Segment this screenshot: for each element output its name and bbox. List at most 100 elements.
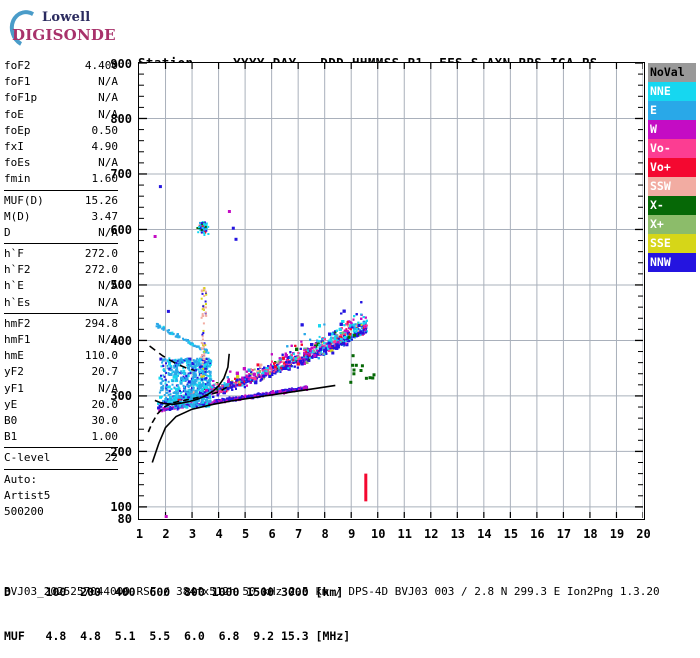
legend-swatch-label: SSW: [650, 179, 671, 193]
legend-swatch-vo-[interactable]: Vo+: [648, 158, 696, 177]
y-tick-label: 300: [80, 390, 132, 402]
legend-swatch-w[interactable]: W: [648, 120, 696, 139]
param-key: foE: [4, 107, 24, 123]
param-key: h`F2: [4, 262, 31, 278]
param-key: fmin: [4, 171, 31, 187]
legend-swatch-sse[interactable]: SSE: [648, 234, 696, 253]
param-key: hmE: [4, 348, 24, 364]
x-tick-label: 10: [363, 528, 393, 540]
legend-swatch-label: E: [650, 103, 657, 117]
param-value: 20.7: [92, 364, 119, 380]
x-tick-label: 5: [231, 528, 261, 540]
axis-ticks-layer: [139, 63, 643, 518]
param-key: foF2: [4, 58, 31, 74]
param-key: B1: [4, 429, 17, 445]
param-key: foF1: [4, 74, 31, 90]
legend-swatch-label: X-: [650, 198, 664, 212]
param-value: 30.0: [92, 413, 119, 429]
x-tick-label: 4: [204, 528, 234, 540]
param-value: 272.0: [85, 262, 118, 278]
param-key: fxI: [4, 139, 24, 155]
param-row: M(D)3.47: [4, 209, 118, 225]
y-tick-label: 600: [80, 224, 132, 236]
y-tick-label: 700: [80, 168, 132, 180]
x-tick-label: 16: [522, 528, 552, 540]
y-tick-label: 400: [80, 335, 132, 347]
legend-swatch-label: X+: [650, 217, 664, 231]
legend-swatch-nnw[interactable]: NNW: [648, 253, 696, 272]
param-key: B0: [4, 413, 17, 429]
param-key: yF1: [4, 381, 24, 397]
legend-swatch-vo-[interactable]: Vo-: [648, 139, 696, 158]
param-row: h`F 272.0: [4, 246, 118, 262]
param-row: hmF2 294.8: [4, 316, 118, 332]
param-value: N/A: [98, 90, 118, 106]
param-row: B1 1.00: [4, 429, 118, 445]
x-tick-label: 9: [337, 528, 367, 540]
x-tick-label: 8: [310, 528, 340, 540]
param-value: 272.0: [85, 246, 118, 262]
red-marker-layer: [165, 474, 366, 518]
legend-swatch-nne[interactable]: NNE: [648, 82, 696, 101]
x-tick-label: 2: [151, 528, 181, 540]
param-key: hmF1: [4, 332, 31, 348]
y-tick-label: 500: [80, 279, 132, 291]
param-key: h`F: [4, 246, 24, 262]
param-value: 15.26: [85, 193, 118, 209]
param-key: h`E: [4, 278, 24, 294]
param-row: yF2 20.7: [4, 364, 118, 380]
y-tick-label: 100: [80, 501, 132, 513]
x-tick-label: 1: [125, 528, 155, 540]
muf-distance-table: D 100 200 400 600 800 1000 1500 3000 [km…: [4, 556, 350, 658]
param-key: yE: [4, 397, 17, 413]
param-value: 1.00: [92, 429, 119, 445]
x-tick-label: 17: [549, 528, 579, 540]
y-tick-label: 200: [80, 446, 132, 458]
param-key: foEs: [4, 155, 31, 171]
logo-digisonde-text: DIGISONDE: [12, 26, 116, 44]
legend-swatch-label: NNW: [650, 255, 671, 269]
ionogram-canvas: [139, 63, 643, 518]
legend-swatch-label: NoVal: [650, 65, 685, 79]
legend-swatch-label: W: [650, 122, 657, 136]
ionogram-plot[interactable]: [138, 62, 645, 520]
x-tick-label: 11: [390, 528, 420, 540]
legend-swatch-label: NNE: [650, 84, 671, 98]
legend-swatch-x-[interactable]: X-: [648, 196, 696, 215]
y-tick-label: 800: [80, 113, 132, 125]
x-tick-label: 13: [443, 528, 473, 540]
legend-swatch-ssw[interactable]: SSW: [648, 177, 696, 196]
muf-row: MUF 4.8 4.8 5.1 5.5 6.0 6.8 9.2 15.3 [MH…: [4, 629, 350, 644]
param-key: foEp: [4, 123, 31, 139]
legend-swatch-e[interactable]: E: [648, 101, 696, 120]
param-key: yF2: [4, 364, 24, 380]
param-key: foF1p: [4, 90, 37, 106]
y-tick-label: 900: [80, 58, 132, 70]
param-value: 294.8: [85, 316, 118, 332]
param-key: hmF2: [4, 316, 31, 332]
file-info-footer: BVJ03_2025257044000.RSF / 384fx512h 50 k…: [4, 585, 660, 598]
x-tick-label: 12: [416, 528, 446, 540]
param-key: C-level: [4, 450, 50, 466]
legend-swatch-label: Vo-: [650, 141, 671, 155]
logo-lowell-text: Lowell: [42, 10, 90, 25]
param-row: h`F2 272.0: [4, 262, 118, 278]
x-tick-label: 6: [257, 528, 287, 540]
auto-label: Auto:: [4, 472, 118, 488]
grid-layer: [139, 63, 643, 518]
x-tick-label: 14: [469, 528, 499, 540]
legend-swatch-label: Vo+: [650, 160, 671, 174]
x-tick-label: 15: [496, 528, 526, 540]
legend-swatch-noval[interactable]: NoVal: [648, 63, 696, 82]
param-key: D: [4, 225, 11, 241]
param-value: N/A: [98, 295, 118, 311]
legend-swatch-x-[interactable]: X+: [648, 215, 696, 234]
param-key: MUF(D): [4, 193, 44, 209]
y-tick-label: 80: [80, 513, 132, 525]
